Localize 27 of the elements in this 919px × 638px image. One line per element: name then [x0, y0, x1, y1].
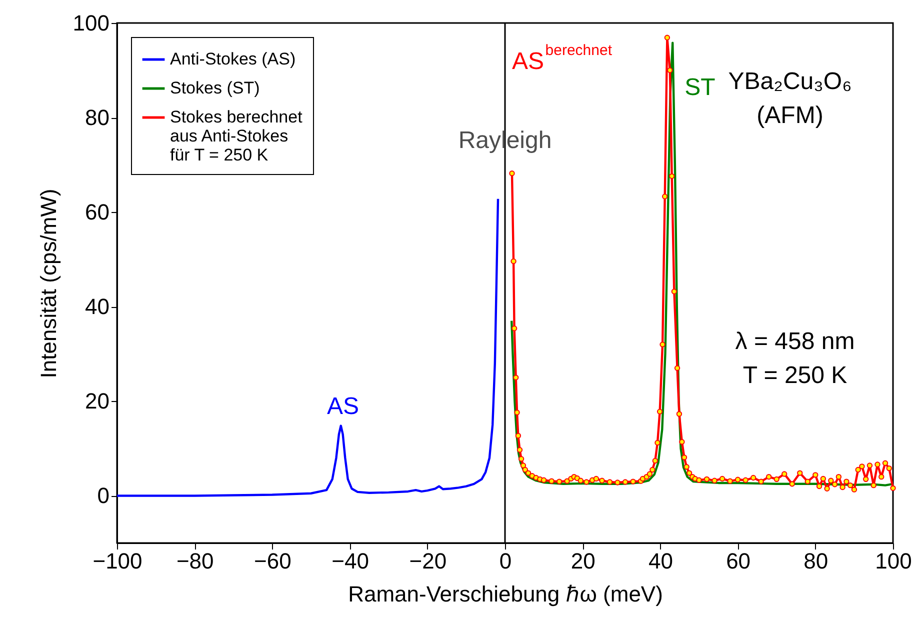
annotation: AS — [326, 393, 360, 420]
x-tick-label: 20 — [570, 548, 596, 574]
y-axis-title: Intensität (cps/mW) — [36, 188, 61, 378]
x-tick-label: −80 — [176, 548, 214, 574]
x-tick-label: 80 — [804, 548, 828, 574]
x-tick-label: −60 — [254, 548, 292, 574]
x-tick-label: 60 — [726, 548, 751, 574]
y-tick-label: 40 — [85, 294, 110, 320]
legend-label: Anti-Stokes (AS) — [170, 50, 296, 68]
y-tick-label: 0 — [97, 483, 110, 508]
annotation: ST — [684, 74, 716, 101]
x-tick-label: 0 — [499, 548, 512, 574]
x-tick-label: −100 — [92, 548, 142, 574]
x-tick-label: 40 — [648, 548, 673, 574]
y-tick-label: 20 — [85, 388, 110, 414]
x-axis-title: Raman-Verschiebung ℏω (meV) — [348, 582, 663, 606]
legend-label: Stokes (ST) — [170, 78, 260, 98]
y-tick-label: 100 — [72, 10, 110, 36]
x-tick-label: −20 — [409, 548, 447, 574]
line-series — [116, 198, 500, 497]
x-tick-label: −40 — [332, 548, 369, 574]
annotation: YBa₂Cu₃O₆ (AFM) — [728, 68, 852, 129]
annotation: λ = 458 nm T = 250 K — [735, 328, 855, 389]
y-tick-label: 60 — [85, 200, 110, 225]
x-tick-label: 100 — [875, 548, 912, 574]
y-tick-label: 80 — [85, 105, 110, 130]
legend-label: Stokes berechnet aus Anti-Stokes für T = 250 K — [170, 108, 303, 164]
